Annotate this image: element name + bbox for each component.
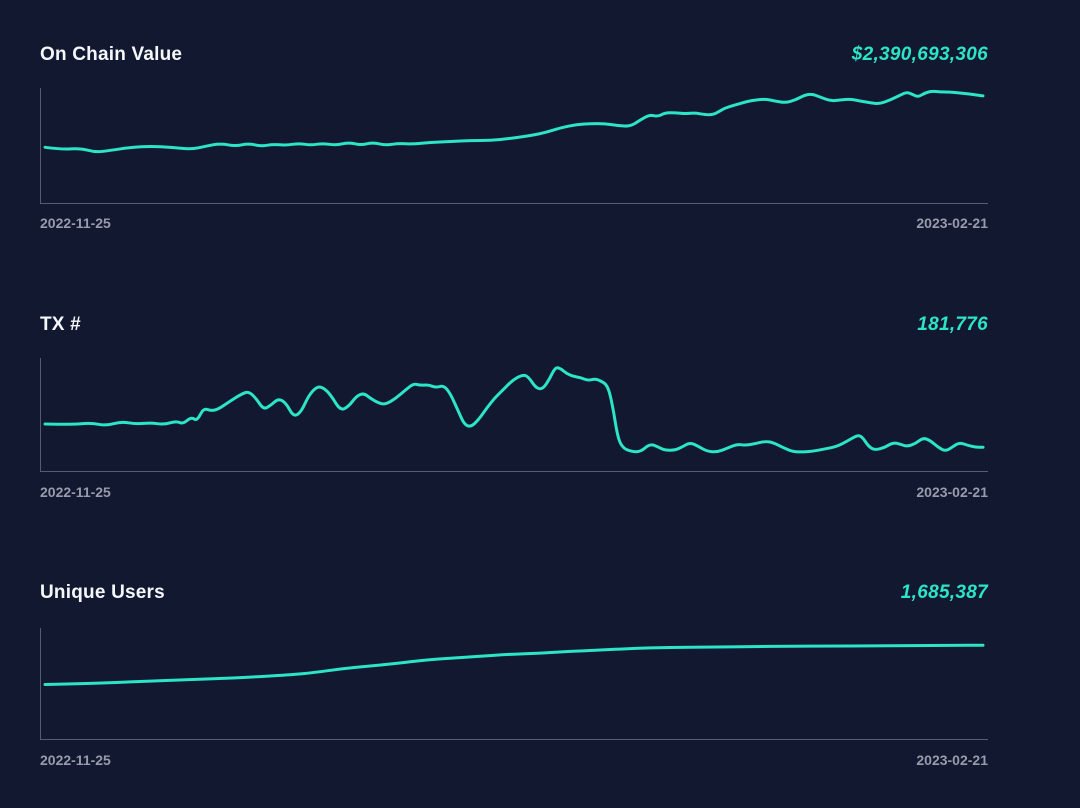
x-axis-end-label: 2023-02-21 [916, 752, 988, 768]
chart-current-value: $2,390,693,306 [851, 44, 988, 65]
x-axis-start-label: 2022-11-25 [40, 752, 111, 768]
x-axis-start-label: 2022-11-25 [40, 215, 111, 231]
line-chart-tx-count[interactable] [40, 358, 988, 472]
chart-current-value: 181,776 [917, 314, 988, 335]
x-axis-end-label: 2023-02-21 [916, 215, 988, 231]
chart-header-tx-count: TX # 181,776 [40, 312, 988, 338]
line-chart-on-chain-value[interactable] [40, 88, 988, 204]
chart-header-unique-users: Unique Users 1,685,387 [40, 580, 988, 606]
x-axis-labels: 2022-11-25 2023-02-21 [40, 215, 988, 231]
x-axis-end-label: 2023-02-21 [916, 484, 988, 500]
chart-header-on-chain-value: On Chain Value $2,390,693,306 [40, 42, 988, 68]
chart-current-value: 1,685,387 [900, 582, 988, 603]
chart-title: Unique Users [40, 582, 165, 603]
x-axis-labels: 2022-11-25 2023-02-21 [40, 484, 988, 500]
line-chart-unique-users[interactable] [40, 628, 988, 740]
x-axis-labels: 2022-11-25 2023-02-21 [40, 752, 988, 768]
chart-title: TX # [40, 314, 81, 335]
chart-title: On Chain Value [40, 44, 183, 65]
x-axis-start-label: 2022-11-25 [40, 484, 111, 500]
